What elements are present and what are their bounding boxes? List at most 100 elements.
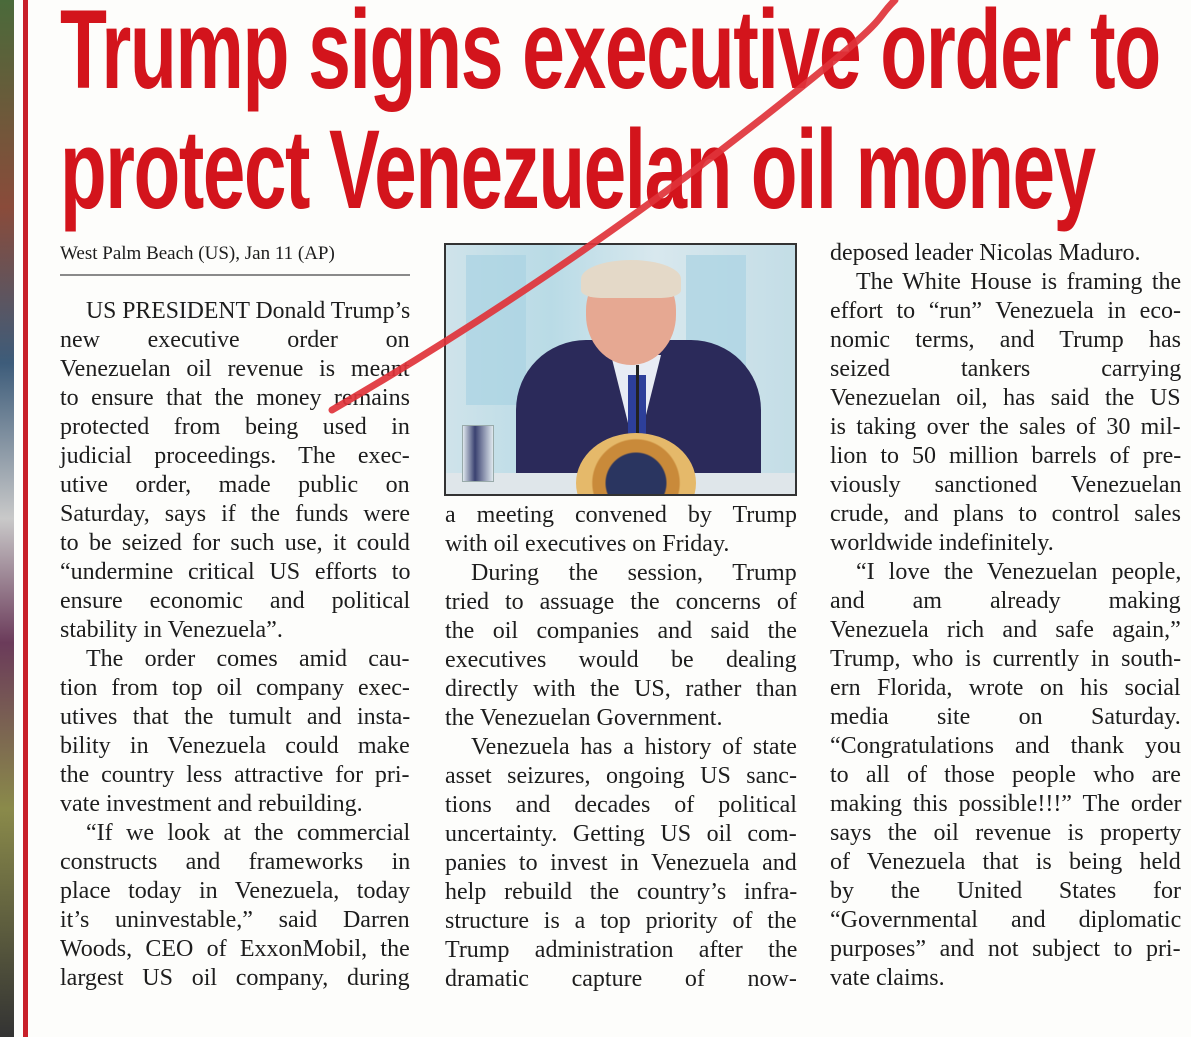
article-line: to all of those people who are bbox=[830, 761, 1181, 790]
article-line-text: media site on Saturday. bbox=[830, 704, 1181, 730]
article-line: viously sanctioned Venezuelan bbox=[830, 471, 1181, 500]
article-line-text: to all of those people who are bbox=[830, 762, 1181, 788]
article-line: the Venezuelan Government. bbox=[445, 704, 797, 733]
article-line-text: place today in Venezuela, today bbox=[60, 878, 411, 904]
article-column-1: US PRESIDENT Donald Trump’s new executive… bbox=[60, 297, 410, 993]
article-line: with oil executives on Friday. bbox=[445, 530, 797, 559]
article-line: Venezuelan oil, has said the US bbox=[830, 384, 1181, 413]
article-line: panies to invest in Venezuela and bbox=[445, 849, 797, 878]
headline-line-2: protect Venezuelan oil money bbox=[60, 107, 1096, 232]
article-line: media site on Saturday. bbox=[830, 703, 1181, 732]
article-line-text: the country less attractive for pri- bbox=[60, 762, 410, 788]
article-line-text: is taking over the sales of 30 mil- bbox=[830, 414, 1181, 440]
article-line-text: with oil executives on Friday. bbox=[445, 531, 730, 557]
article-line: crude, and plans to control sales bbox=[830, 500, 1181, 529]
article-line-text: executives would be dealing bbox=[445, 647, 797, 673]
article-line-text: “undermine critical US efforts to bbox=[60, 559, 411, 585]
red-border-rule bbox=[23, 0, 28, 1037]
article-line-text: deposed leader Nicolas Maduro. bbox=[830, 240, 1141, 266]
article-line-text: panies to invest in Venezuela and bbox=[445, 850, 797, 876]
dateline-divider bbox=[60, 274, 410, 276]
article-line: During the session, Trump bbox=[445, 559, 797, 588]
article-line: bility in Venezuela could make bbox=[60, 732, 410, 761]
article-line-text: stability in Venezuela”. bbox=[60, 617, 283, 643]
article-line: “If we look at the commercial bbox=[60, 819, 410, 848]
article-line-text: crude, and plans to control sales bbox=[830, 501, 1181, 527]
article-line: lion to 50 million barrels of pre- bbox=[830, 442, 1181, 471]
article-line-text: it’s uninvestable,” said Darren bbox=[60, 907, 410, 933]
article-line: vate claims. bbox=[830, 964, 1181, 993]
article-line: and am already making bbox=[830, 587, 1181, 616]
article-line-text: says the oil revenue is property bbox=[830, 820, 1182, 846]
article-line: Trump administration after the bbox=[445, 936, 797, 965]
article-line-text: structure is a top priority of the bbox=[445, 908, 797, 934]
article-line-text: vate claims. bbox=[830, 965, 945, 991]
article-line: utives that the tumult and insta- bbox=[60, 703, 410, 732]
article-line-text: to ensure that the money remains bbox=[60, 385, 410, 411]
article-line: The White House is framing the bbox=[830, 268, 1181, 297]
article-line-text: Venezuela rich and safe again,” bbox=[830, 617, 1181, 643]
article-line: “I love the Venezuelan people, bbox=[830, 558, 1181, 587]
article-line-text: judicial proceedings. The exec- bbox=[60, 443, 410, 469]
article-line: the country less attractive for pri- bbox=[60, 761, 410, 790]
article-line-text: utive order, made public on bbox=[60, 472, 410, 498]
article-line: executives would be dealing bbox=[445, 646, 797, 675]
article-line-text: making this possible!!!” The order bbox=[830, 791, 1182, 817]
article-line-text: effort to “run” Venezuela in eco- bbox=[830, 298, 1181, 324]
article-line: uncertainty. Getting US oil com- bbox=[445, 820, 797, 849]
article-line: ensure economic and political bbox=[60, 587, 410, 616]
article-line-text: seized tankers carrying bbox=[830, 356, 1182, 382]
article-line-text: directly with the US, rather than bbox=[445, 676, 798, 702]
article-line: is taking over the sales of 30 mil- bbox=[830, 413, 1181, 442]
article-line-text: the Venezuelan Government. bbox=[445, 705, 723, 731]
article-line: it’s uninvestable,” said Darren bbox=[60, 906, 410, 935]
article-line: Venezuela rich and safe again,” bbox=[830, 616, 1181, 645]
article-line: constructs and frameworks in bbox=[60, 848, 410, 877]
article-line: Trump, who is currently in south- bbox=[830, 645, 1181, 674]
article-line-text: asset seizures, ongoing US sanc- bbox=[445, 763, 797, 789]
article-line: a meeting convened by Trump bbox=[445, 501, 797, 530]
article-line: effort to “run” Venezuela in eco- bbox=[830, 297, 1181, 326]
article-line-text: vate investment and rebuilding. bbox=[60, 791, 363, 817]
article-line: Venezuela has a history of state bbox=[445, 733, 797, 762]
article-line: worldwide indefinitely. bbox=[830, 529, 1181, 558]
article-line: to be seized for such use, it could bbox=[60, 529, 410, 558]
article-line: The order comes amid cau- bbox=[60, 645, 410, 674]
article-line: the oil companies and said the bbox=[445, 617, 797, 646]
article-line-text: “I love the Venezuelan people, bbox=[856, 559, 1182, 585]
article-line-text: uncertainty. Getting US oil com- bbox=[445, 821, 797, 847]
article-line: stability in Venezuela”. bbox=[60, 616, 410, 645]
article-column-2: a meeting convened by Trump with oil exec… bbox=[445, 501, 797, 994]
article-line: Saturday, says if the funds were bbox=[60, 500, 410, 529]
article-line-text: dramatic capture of now- bbox=[445, 966, 797, 992]
adjacent-clipping-edge bbox=[0, 0, 14, 1037]
article-line-text: nomic terms, and Trump has bbox=[830, 327, 1181, 353]
article-line: US PRESIDENT Donald Trump’s bbox=[60, 297, 410, 326]
article-line: Woods, CEO of ExxonMobil, the bbox=[60, 935, 410, 964]
article-line: by the United States for bbox=[830, 877, 1181, 906]
article-line: directly with the US, rather than bbox=[445, 675, 797, 704]
article-line-text: to be seized for such use, it could bbox=[60, 530, 410, 556]
article-line-text: the oil companies and said the bbox=[445, 618, 797, 644]
article-line: ern Florida, wrote on his social bbox=[830, 674, 1181, 703]
article-line: “undermine critical US efforts to bbox=[60, 558, 410, 587]
article-line-text: Venezuela has a history of state bbox=[471, 734, 797, 760]
article-line: largest US oil company, during bbox=[60, 964, 410, 993]
article-line: making this possible!!!” The order bbox=[830, 790, 1181, 819]
article-line-text: ensure economic and political bbox=[60, 588, 411, 614]
article-line: deposed leader Nicolas Maduro. bbox=[830, 239, 1181, 268]
article-line-text: and am already making bbox=[830, 588, 1181, 614]
article-line-text: Saturday, says if the funds were bbox=[60, 501, 411, 527]
article-line-text: US PRESIDENT Donald Trump’s bbox=[86, 298, 411, 324]
article-line-text: Trump administration after the bbox=[445, 937, 798, 963]
article-line-text: a meeting convened by Trump bbox=[445, 502, 797, 528]
article-line-text: constructs and frameworks in bbox=[60, 849, 411, 875]
article-line-text: by the United States for bbox=[830, 878, 1181, 904]
article-line: seized tankers carrying bbox=[830, 355, 1181, 384]
article-line-text: “Governmental and diplomatic bbox=[830, 907, 1182, 933]
article-line: tried to assuage the concerns of bbox=[445, 588, 797, 617]
article-line: help rebuild the country’s infra- bbox=[445, 878, 797, 907]
news-photo bbox=[444, 243, 797, 496]
article-line: structure is a top priority of the bbox=[445, 907, 797, 936]
article-line-text: utives that the tumult and insta- bbox=[60, 704, 411, 730]
